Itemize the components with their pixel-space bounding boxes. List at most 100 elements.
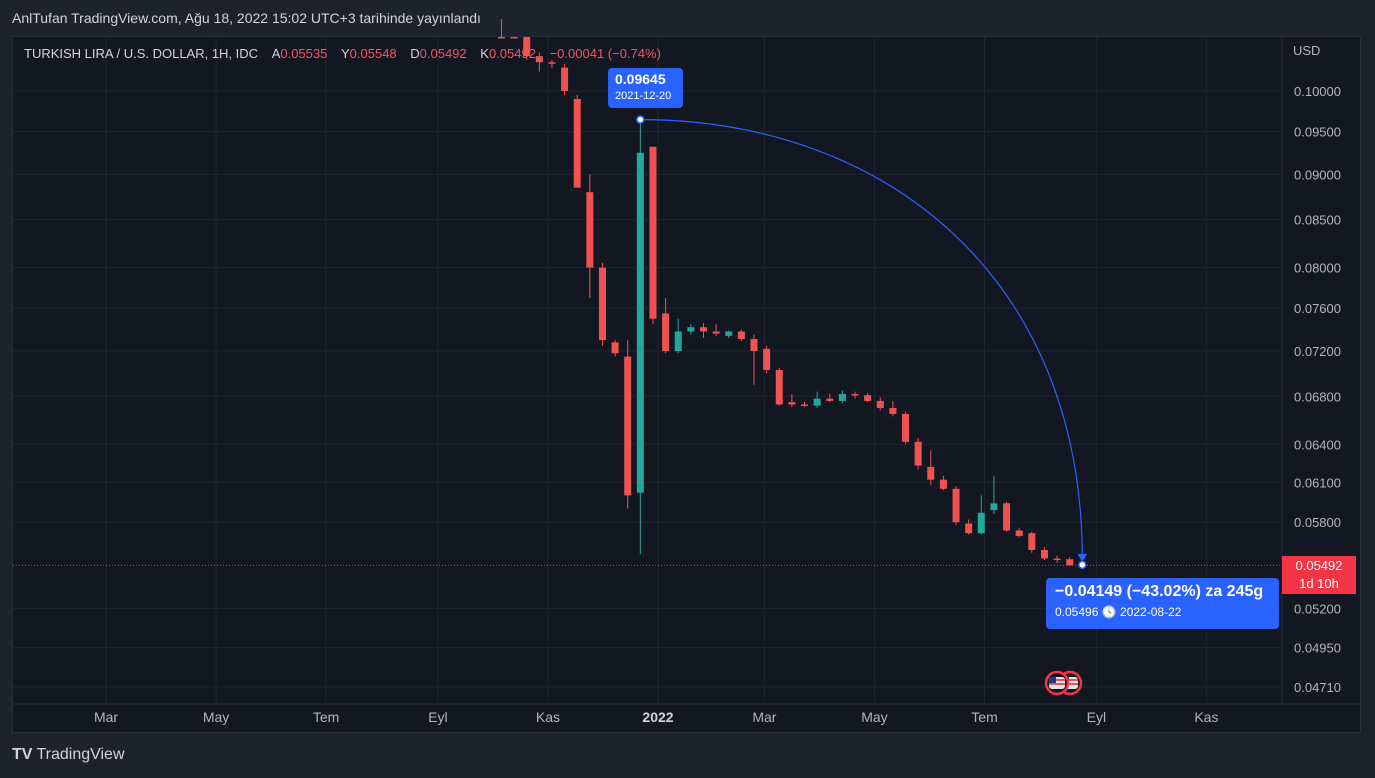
candle [586,174,594,298]
candle [902,411,910,445]
price-axis-unit: USD [1293,43,1320,58]
candle [965,519,973,535]
candle [838,390,846,404]
time-tick-label: Mar [752,709,776,725]
candle [687,324,695,335]
price-tick-label: 0.06100 [1294,475,1341,490]
measure-end-price: 0.05496 [1055,605,1099,619]
candle [523,37,531,60]
price-tick-label: 0.08000 [1294,261,1341,276]
candle [674,318,682,354]
candle [548,59,556,68]
candle-body [624,356,632,496]
candle-body [902,413,910,442]
measure-end-date: 2022-08-22 [1120,605,1182,619]
open-label: A [271,46,281,61]
candle [927,450,935,485]
tradingview-logo[interactable]: TV TradingView [12,746,125,764]
low-value: 0.05492 [419,46,467,61]
measure-start-date: 2021-12-20 [615,90,672,102]
price-tick-label: 0.05800 [1294,515,1341,530]
candle [510,37,518,39]
candle [561,63,569,95]
candle-body [826,398,834,401]
close-label: K [480,46,489,61]
candle-body [510,37,518,39]
price-tick-label: 0.10000 [1294,84,1341,99]
candle-body [586,192,594,268]
close-value: 0.05492 [488,46,536,61]
candle [573,94,581,188]
candle-body [977,512,985,534]
measure-arrowhead [1077,553,1088,562]
price-tick-label: 0.09000 [1294,167,1341,182]
candle-body [1015,530,1023,536]
candle-body [497,37,505,39]
candle [763,345,771,374]
candle [611,340,619,357]
candle-body [737,331,745,340]
candle-body [674,331,682,352]
candle-body [952,488,960,523]
candle-body [939,479,947,489]
time-tick-label: Mar [94,709,118,725]
price-tick-label: 0.08500 [1294,213,1341,228]
grid-lines [13,37,1282,704]
high-label: Y [340,46,350,61]
time-tick-label: Kas [536,709,560,725]
candle-body [561,67,569,91]
candle-body [1028,533,1036,550]
candle [1066,557,1074,566]
price-tick-label: 0.07200 [1294,344,1341,359]
candle-body [990,503,998,511]
candle [535,52,543,72]
time-axis-labels: Mar May Tem Eyl Kas 2022 Mar May Tem Eyl Kas [94,709,1219,725]
candle-body [750,339,758,352]
candle [977,495,985,535]
candle-body [535,56,543,63]
candle-body [889,408,897,414]
candle [750,334,758,385]
candle [699,322,707,338]
candle [826,393,834,403]
price-tick-label: 0.04710 [1294,680,1341,695]
open-value: 0.05535 [280,46,328,61]
price-tick-label: 0.04950 [1294,641,1341,656]
candle [864,392,872,403]
candle [914,438,922,470]
candle [1003,501,1011,532]
candle [649,146,657,325]
candle [624,340,632,509]
time-tick-label: Eyl [1087,709,1106,725]
time-tick-label: 2022 [642,709,673,725]
candle-body [838,393,846,401]
measure-start-label[interactable]: 0.09645 2021-12-20 [608,68,683,108]
measure-result-label[interactable]: −0.04149 (−43.02%) za 245g 0.05496 🕓 202… [1046,578,1279,629]
candle-body [712,331,720,334]
change-value: −0.00041 (−0.74%) [549,46,661,61]
time-tick-label: May [861,709,887,725]
candle-body [801,404,809,406]
measure-end-point [1078,560,1087,570]
candle [662,297,670,354]
candle-body [1053,558,1061,561]
candle [636,119,644,555]
candle-body [876,400,884,409]
high-value: 0.05548 [349,46,397,61]
last-price-value: 0.05492 [1295,558,1343,573]
candle [990,475,998,515]
time-tick-label: Tem [971,709,997,725]
low-label: D [410,46,420,61]
candle [1053,555,1061,563]
candle-body [523,37,531,57]
candle [775,367,783,406]
candle [889,400,897,417]
measure-result: −0.04149 (−43.02%) za 245g [1055,583,1264,600]
candle-body [649,146,657,319]
symbol-name[interactable]: TURKISH LIRA / U.S. DOLLAR, 1H, IDC [24,46,259,61]
us-flag-event-icon[interactable] [1044,670,1070,696]
candle-body [864,395,872,401]
candle-body [611,342,619,354]
clock-icon: 🕓 [1101,605,1117,619]
